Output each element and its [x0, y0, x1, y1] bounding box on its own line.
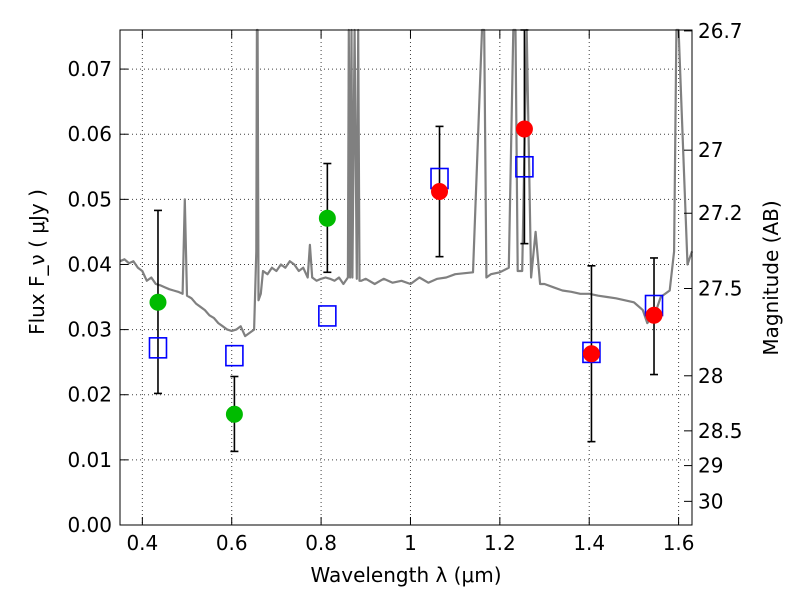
data-point — [582, 345, 600, 363]
error-bars — [153, 29, 659, 453]
y-axis-title: Flux F_ν ( μJy ) — [25, 189, 49, 335]
data-point — [318, 209, 336, 227]
x-tick-label: 0.8 — [305, 531, 337, 555]
model-flux-box — [148, 337, 168, 359]
x-tick-label: 0.6 — [216, 531, 248, 555]
y-tick-label: 0.00 — [67, 513, 112, 537]
observed-points — [149, 120, 663, 423]
axis-ticks — [120, 30, 692, 526]
x-tick-label: 1 — [404, 531, 417, 555]
data-point — [225, 405, 243, 423]
y-tick-label: 0.05 — [67, 187, 112, 211]
data-point — [431, 183, 449, 201]
magnitude-tick-label: 27.5 — [698, 277, 743, 301]
magnitude-tick-label: 30 — [698, 489, 723, 513]
model-flux-box — [582, 341, 601, 364]
magnitude-tick-label: 26.7 — [698, 19, 743, 43]
x-tick-label: 0.4 — [126, 531, 158, 555]
x-tick-label: 1.2 — [484, 531, 516, 555]
model-band-flux-boxes — [148, 155, 664, 367]
x-axis-title: Wavelength λ (μm) — [310, 563, 501, 587]
plot-frame — [119, 29, 693, 526]
model-flux-box — [515, 155, 534, 178]
magnitude-tick-label: 28.5 — [698, 419, 743, 443]
magnitude-tick-label: 28 — [698, 364, 723, 388]
y-tick-label: 0.04 — [67, 252, 112, 276]
x-tick-label: 1.4 — [573, 531, 605, 555]
y-tick-labels: 0.00 0.01 0.02 0.03 0.04 0.05 0.06 0.07 — [67, 57, 112, 537]
y-tick-label: 0.03 — [67, 318, 112, 342]
magnitude-tick-label: 29 — [698, 454, 723, 478]
model-spectrum — [119, 28, 694, 338]
x-tick-labels: 0.4 0.6 0.8 1 1.2 1.4 1.6 — [126, 531, 694, 555]
y-tick-label: 0.02 — [67, 383, 112, 407]
model-flux-box — [225, 344, 244, 367]
data-point — [645, 306, 663, 324]
magnitude-tick-label: 27.2 — [698, 201, 743, 225]
y-tick-label: 0.06 — [67, 122, 112, 146]
data-point — [149, 293, 167, 311]
y-tick-label: 0.07 — [67, 57, 112, 81]
model-flux-box — [318, 305, 337, 327]
x-tick-label: 1.6 — [663, 531, 695, 555]
model-spectrum-line — [119, 28, 694, 338]
magnitude-tick-labels: 26.7 27 27.2 27.5 28 28.5 29 30 — [698, 19, 743, 513]
magnitude-tick-label: 27 — [698, 138, 723, 162]
data-point — [515, 120, 533, 138]
grid — [120, 30, 692, 525]
y-tick-label: 0.01 — [67, 448, 112, 472]
magnitude-axis-title: Magnitude (AB) — [759, 200, 783, 355]
